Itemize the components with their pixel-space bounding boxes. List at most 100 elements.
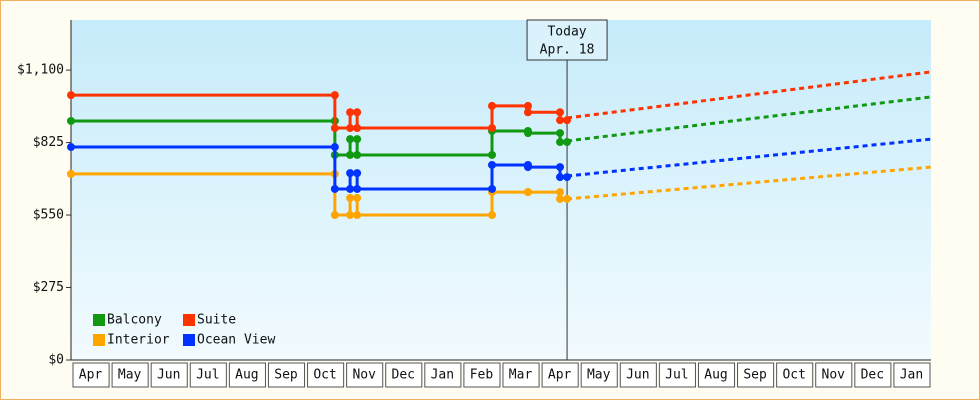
price-point [523,129,532,138]
month-cell [267,362,306,388]
y-tick-label: $0 [48,353,64,368]
month-cell [737,362,775,388]
legend-label: Interior [107,333,170,348]
x-tick-label: Nov [822,368,846,383]
price-point [488,101,497,110]
price-point [330,143,339,152]
x-tick-label: Nov [352,368,376,383]
price-point [330,124,339,133]
month-cell [893,362,931,388]
x-tick-label: May [587,368,611,383]
price-point [346,135,355,144]
price-point [556,188,565,197]
x-tick-label: Aug [235,368,258,383]
month-cell [346,362,384,388]
forecast-line [566,70,932,120]
price-point [67,91,75,100]
price-point [556,138,565,147]
month-cell [541,362,579,388]
legend-label: Ocean View [197,333,275,348]
today-box [526,19,608,61]
price-point [67,143,75,152]
price-point [346,184,355,193]
month-cell [72,362,110,388]
legend-label: Suite [197,313,236,328]
price-point [353,169,362,178]
price-point [346,150,355,159]
price-point [346,108,355,117]
x-tick-label: Dec [861,368,884,383]
month-cell [619,362,657,388]
forecast-line [566,137,932,178]
legend-swatch [183,334,195,346]
month-cell [580,362,618,388]
forecast-line [566,165,932,201]
x-tick-label: Jan [900,368,923,383]
x-tick-label: May [118,368,142,383]
price-point [488,160,497,169]
x-tick-label: Mar [509,368,533,383]
price-point [556,129,565,138]
price-point [330,184,339,193]
today-title: Today [547,25,586,40]
y-tick-label: $275 [33,280,64,295]
price-point [523,188,532,197]
month-cell [658,362,696,388]
x-tick-label: Aug [704,368,727,383]
price-point [488,124,497,133]
x-tick-label: Feb [470,368,494,383]
price-point [346,211,355,220]
price-point [563,116,572,125]
price-point [346,124,355,133]
price-point [330,91,339,100]
price-point [353,184,362,193]
price-point [353,124,362,133]
month-cell [228,362,266,388]
month-cell [111,362,149,388]
x-tick-label: Jul [196,368,219,383]
x-tick-label: Jan [431,368,454,383]
price-point [556,108,565,117]
price-point [563,138,572,147]
month-cell [424,362,462,388]
price-point [488,211,497,220]
month-cell [463,362,501,388]
price-point [563,173,572,182]
price-point [353,108,362,117]
month-cell [815,362,853,388]
today-date: Apr. 18 [540,43,595,58]
x-tick-label: Dec [392,368,415,383]
x-tick-label: Apr [79,368,103,383]
y-tick-label: $550 [33,208,64,223]
price-point [353,193,362,202]
price-point [556,194,565,203]
price-point [67,116,75,125]
y-tick-label: $1,100 [17,63,64,78]
x-tick-label: Oct [313,368,336,383]
x-tick-label: Jul [665,368,688,383]
price-point [67,169,75,178]
price-point [556,163,565,172]
price-point [488,184,497,193]
plot-area [71,20,931,360]
price-point [556,173,565,182]
month-cell [385,362,423,388]
price-point [353,135,362,144]
month-cell [189,362,227,388]
month-cell [854,362,892,388]
month-cell [697,362,736,388]
legend-label: Balcony [107,313,162,328]
x-tick-label: Apr [548,368,572,383]
month-cell [307,362,345,388]
price-point [346,193,355,202]
price-point [556,116,565,125]
legend-swatch [183,314,195,326]
price-point [353,211,362,220]
month-cell [502,362,540,388]
legend-swatch [93,314,105,326]
price-point [523,108,532,117]
y-tick-label: $825 [33,135,64,150]
price-point [330,211,339,220]
